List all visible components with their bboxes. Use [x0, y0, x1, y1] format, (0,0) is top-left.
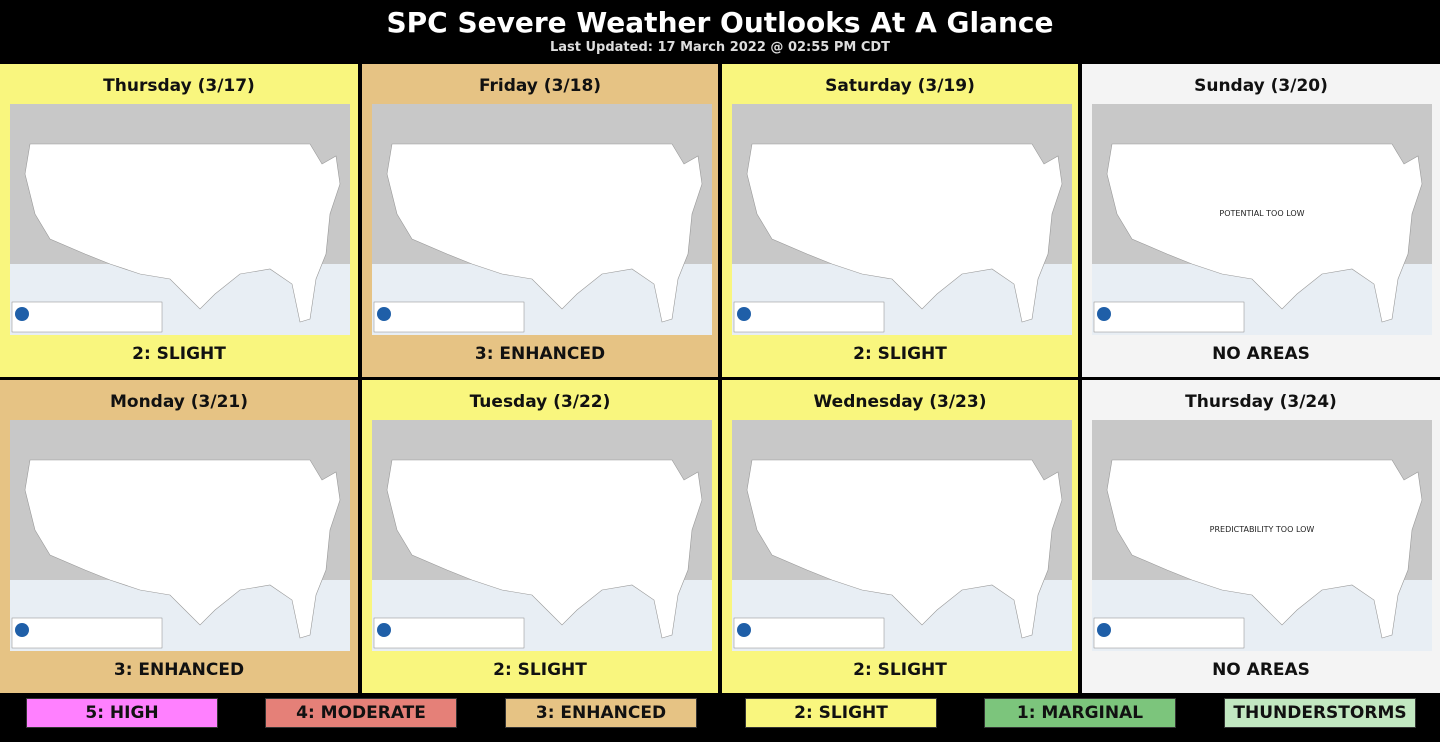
us-land: [1106, 143, 1423, 323]
page-title: SPC Severe Weather Outlooks At A Glance: [386, 6, 1054, 39]
outlook-map: [372, 104, 712, 335]
us-land: [1106, 459, 1423, 639]
us-land: [24, 459, 341, 639]
map-info-box: [733, 617, 885, 649]
risk-label: 3: ENHANCED: [474, 344, 606, 364]
noaa-logo: [737, 307, 751, 321]
map-info-box: [11, 301, 163, 333]
legend-item: 2: SLIGHT: [745, 698, 937, 728]
outlook-map: [732, 420, 1072, 651]
risk-label: 3: ENHANCED: [113, 660, 245, 680]
day-cell: Thursday (3/24) PREDICTABILITY TOO LOW NO …: [1082, 380, 1440, 693]
day-cell: Monday (3/21) 3: ENHANCED: [0, 380, 358, 693]
day-title: Thursday (3/17): [103, 76, 255, 96]
risk-label: 2: SLIGHT: [853, 344, 947, 364]
us-land: [24, 143, 341, 323]
risk-label: 2: SLIGHT: [493, 660, 587, 680]
day-title: Wednesday (3/23): [813, 392, 987, 412]
map-info-box: [373, 301, 525, 333]
day-cell: Friday (3/18) 3: ENHANCED: [362, 64, 718, 377]
day-cell: Thursday (3/17) 2: SLIGHT: [0, 64, 358, 377]
noaa-logo: [737, 623, 751, 637]
outlook-map: [10, 104, 350, 335]
day-title: Saturday (3/19): [825, 76, 975, 96]
risk-label: NO AREAS: [1212, 344, 1310, 364]
noaa-logo: [1097, 307, 1111, 321]
map-note: POTENTIAL TOO LOW: [1219, 209, 1305, 218]
day-title: Sunday (3/20): [1194, 76, 1328, 96]
outlook-map: [1092, 420, 1432, 651]
map-info-box: [373, 617, 525, 649]
legend-item: 1: MARGINAL: [984, 698, 1176, 728]
map-info-box: [1093, 301, 1245, 333]
legend-item: 3: ENHANCED: [505, 698, 697, 728]
map-note: PREDICTABILITY TOO LOW: [1209, 525, 1315, 534]
header: SPC Severe Weather Outlooks At A Glance …: [0, 0, 1440, 62]
day-title: Thursday (3/24): [1185, 392, 1337, 412]
risk-label: 2: SLIGHT: [132, 344, 226, 364]
map-info-box: [11, 617, 163, 649]
outlook-map: [372, 420, 712, 651]
outlook-map: [10, 420, 350, 651]
outlook-map: [732, 104, 1072, 335]
risk-label: NO AREAS: [1212, 660, 1310, 680]
map-info-box: [1093, 617, 1245, 649]
noaa-logo: [15, 307, 29, 321]
noaa-logo: [15, 623, 29, 637]
noaa-logo: [1097, 623, 1111, 637]
risk-label: 2: SLIGHT: [853, 660, 947, 680]
us-land: [746, 143, 1063, 323]
legend-item: 4: MODERATE: [265, 698, 457, 728]
day-cell: Tuesday (3/22) 2: SLIGHT: [362, 380, 718, 693]
day-title: Monday (3/21): [109, 392, 249, 412]
noaa-logo: [377, 623, 391, 637]
day-cell: Saturday (3/19) 2: SLIGHT: [722, 64, 1078, 377]
outlook-map: [1092, 104, 1432, 335]
day-cell: Sunday (3/20) POTENTIAL TOO LOW NO AREAS: [1082, 64, 1440, 377]
map-info-box: [733, 301, 885, 333]
us-land: [386, 143, 703, 323]
legend-item: THUNDERSTORMS: [1224, 698, 1416, 728]
us-land: [386, 459, 703, 639]
noaa-logo: [377, 307, 391, 321]
subtitle: Last Updated: 17 March 2022 @ 02:55 PM C…: [549, 40, 891, 55]
day-title: Friday (3/18): [478, 76, 602, 96]
legend-item: 5: HIGH: [26, 698, 218, 728]
outlook-grid: Thursday (3/17) 2: SLIGHT Friday (3/18) 3: …: [0, 64, 1440, 693]
risk-legend: 5: HIGH 4: MODERATE 3: ENHANCED 2: SLIGHT 1:…: [0, 693, 1440, 742]
us-land: [746, 459, 1063, 639]
day-title: Tuesday (3/22): [469, 392, 611, 412]
day-cell: Wednesday (3/23) 2: SLIGHT: [722, 380, 1078, 693]
